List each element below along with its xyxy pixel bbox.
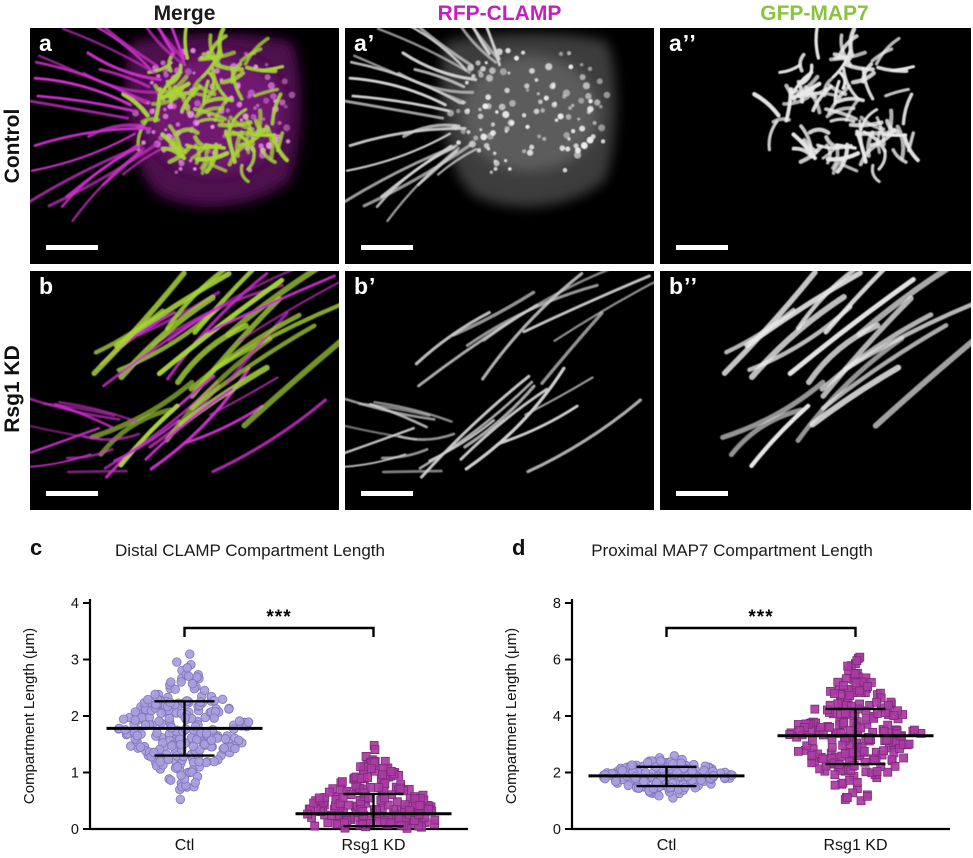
svg-text:Ctl: Ctl: [657, 837, 677, 854]
micrograph-panel-b-prime: b’: [345, 271, 654, 510]
svg-text:3: 3: [71, 653, 79, 669]
chart-title-c: Distal CLAMP Compartment Length: [115, 541, 385, 560]
panel-letter-b-prime: b’: [354, 273, 377, 299]
svg-text:2: 2: [71, 709, 79, 725]
svg-text:Ctl: Ctl: [175, 837, 195, 854]
micrograph-panel-a-prime: a’: [345, 28, 654, 264]
micrograph-panel-b-double-prime: b’’: [660, 271, 971, 510]
scale-bar: [46, 491, 98, 496]
scatter-plot-d: 0 2 4 6 8 Compartment Length (μm) Ctl Rsg1 KD **…: [503, 596, 950, 854]
column-header-merge: Merge: [153, 2, 216, 25]
panel-letter-a-prime: a’: [354, 30, 376, 56]
scale-bar: [361, 245, 413, 250]
column-header-rfp-clamp: RFP-CLAMP: [437, 2, 562, 25]
chart-title-d: Proximal MAP7 Compartment Length: [591, 541, 873, 560]
scatter-plot-c: 0 1 2 3 4 Compartment Length (μm) Ctl Rsg1 KD **…: [21, 596, 468, 854]
micrograph-panel-a: a: [30, 28, 339, 264]
svg-text:Rsg1 KD: Rsg1 KD: [823, 837, 887, 854]
scale-bar: [361, 491, 413, 496]
micrograph-a-merge-image: [30, 28, 301, 223]
micrograph-panel-b: b: [30, 271, 339, 510]
scale-bar: [676, 491, 728, 496]
panel-letter-a-double-prime: a’’: [669, 30, 697, 56]
chart-letter-d: d: [512, 535, 526, 560]
panel-letter-b-double-prime: b’’: [669, 273, 698, 299]
micrograph-a-rfp-image: [345, 28, 616, 223]
micrograph-b-merge-image: [30, 271, 339, 479]
column-header-gfp-map7: GFP-MAP7: [760, 2, 869, 25]
svg-text:6: 6: [553, 653, 561, 669]
svg-text:Rsg1 KD: Rsg1 KD: [341, 837, 405, 854]
chart-panel-d: d Proximal MAP7 Compartment Length 0 2 4 6 8…: [492, 535, 972, 858]
row-label-rsg1-kd: Rsg1 KD: [1, 345, 24, 433]
micrograph-panel-a-double-prime: a’’: [660, 28, 971, 264]
chart-letter-c: c: [30, 535, 43, 560]
svg-text:0: 0: [553, 822, 561, 838]
svg-text:Compartment Length (μm): Compartment Length (μm): [503, 628, 520, 804]
svg-text:4: 4: [553, 709, 561, 725]
panel-letter-a: a: [39, 30, 53, 56]
svg-text:***: ***: [266, 607, 291, 628]
micrograph-a-gfp-image: [752, 28, 920, 184]
micrograph-b-gfp-image: [720, 271, 971, 469]
scale-bar: [676, 245, 728, 250]
svg-text:8: 8: [553, 596, 561, 612]
scale-bar: [46, 245, 98, 250]
chart-panel-c: c Distal CLAMP Compartment Length 0 1 2 3 4 C…: [10, 535, 490, 858]
svg-text:1: 1: [71, 766, 79, 782]
svg-text:Compartment Length (μm): Compartment Length (μm): [21, 628, 38, 804]
micrograph-b-rfp-image: [345, 271, 654, 479]
svg-text:2: 2: [553, 766, 561, 782]
panel-letter-b: b: [39, 273, 55, 299]
row-label-control: Control: [1, 108, 24, 184]
svg-text:***: ***: [748, 607, 773, 628]
svg-text:0: 0: [71, 822, 79, 838]
svg-text:4: 4: [71, 596, 79, 612]
